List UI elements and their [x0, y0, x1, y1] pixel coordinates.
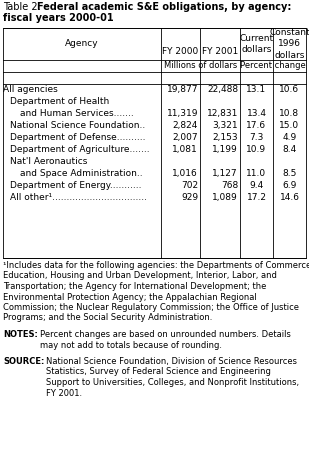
Text: 1,127: 1,127	[212, 169, 238, 178]
Text: Millions of dollars: Millions of dollars	[164, 61, 237, 70]
Text: Commission; the Nuclear Regulatory Commission; the Office of Justice: Commission; the Nuclear Regulatory Commi…	[3, 303, 299, 312]
Text: 8.5: 8.5	[282, 169, 297, 178]
Text: SOURCE:: SOURCE:	[3, 357, 44, 366]
Text: 11.0: 11.0	[247, 169, 267, 178]
Text: 14.6: 14.6	[280, 193, 299, 202]
Text: 1,081: 1,081	[172, 145, 198, 154]
Bar	[3, 28, 306, 258]
Text: Programs; and the Social Security Administration.: Programs; and the Social Security Admini…	[3, 313, 212, 322]
Text: Federal academic S&E obligations, by agency:: Federal academic S&E obligations, by age…	[37, 2, 291, 12]
Text: 6.9: 6.9	[282, 181, 297, 190]
Text: FY 2001.: FY 2001.	[46, 388, 82, 397]
Text: 11,319: 11,319	[167, 109, 198, 118]
Text: Percent changes are based on unrounded numbers. Details: Percent changes are based on unrounded n…	[40, 330, 291, 339]
Text: Education, Housing and Urban Development, Interior, Labor, and: Education, Housing and Urban Development…	[3, 271, 277, 280]
Text: 929: 929	[181, 193, 198, 202]
Text: Department of Defense..........: Department of Defense..........	[10, 133, 146, 142]
Text: Percent change: Percent change	[240, 61, 306, 70]
Text: 2,153: 2,153	[212, 133, 238, 142]
Text: National Science Foundation..: National Science Foundation..	[10, 121, 145, 130]
Text: 22,488: 22,488	[207, 85, 238, 94]
Text: 15.0: 15.0	[279, 121, 299, 130]
Text: Table 2.: Table 2.	[3, 2, 47, 12]
Text: Department of Energy...........: Department of Energy...........	[10, 181, 142, 190]
Text: NOTES:: NOTES:	[3, 330, 38, 339]
Text: National Science Foundation, Division of Science Resources: National Science Foundation, Division of…	[46, 357, 297, 366]
Text: 8.4: 8.4	[282, 145, 297, 154]
Text: ¹Includes data for the following agencies: the Departments of Commerce,: ¹Includes data for the following agencie…	[3, 261, 309, 270]
Text: 17.2: 17.2	[247, 193, 266, 202]
Text: may not add to totals because of rounding.: may not add to totals because of roundin…	[40, 340, 222, 349]
Text: Constant
1996
dollars: Constant 1996 dollars	[269, 28, 309, 59]
Text: 1,089: 1,089	[212, 193, 238, 202]
Text: and Human Services.......: and Human Services.......	[20, 109, 134, 118]
Text: 768: 768	[221, 181, 238, 190]
Text: 1,199: 1,199	[212, 145, 238, 154]
Text: and Space Administration..: and Space Administration..	[20, 169, 143, 178]
Text: 7.3: 7.3	[249, 133, 264, 142]
Text: All other¹.................................: All other¹..............................…	[10, 193, 147, 202]
Text: Current
dollars: Current dollars	[239, 34, 273, 54]
Text: 13.4: 13.4	[247, 109, 266, 118]
Text: 3,321: 3,321	[212, 121, 238, 130]
Text: 2,007: 2,007	[172, 133, 198, 142]
Text: 10.6: 10.6	[279, 85, 299, 94]
Text: 1,016: 1,016	[172, 169, 198, 178]
Text: Nat'l Aeronautics: Nat'l Aeronautics	[10, 157, 87, 166]
Text: All agencies: All agencies	[3, 85, 58, 94]
Text: 13.1: 13.1	[247, 85, 267, 94]
Text: 10.8: 10.8	[279, 109, 299, 118]
Text: 702: 702	[181, 181, 198, 190]
Text: FY 2000: FY 2000	[162, 47, 199, 56]
Text: 17.6: 17.6	[247, 121, 267, 130]
Text: 2,824: 2,824	[173, 121, 198, 130]
Text: Statistics, Survey of Federal Science and Engineering: Statistics, Survey of Federal Science an…	[46, 368, 271, 377]
Text: Support to Universities, Colleges, and Nonprofit Institutions,: Support to Universities, Colleges, and N…	[46, 378, 299, 387]
Text: 4.9: 4.9	[282, 133, 297, 142]
Text: Department of Health: Department of Health	[10, 97, 109, 106]
Text: 10.9: 10.9	[247, 145, 267, 154]
Text: 9.4: 9.4	[249, 181, 264, 190]
Text: Environmental Protection Agency; the Appalachian Regional: Environmental Protection Agency; the App…	[3, 293, 257, 302]
Text: Agency: Agency	[65, 40, 99, 49]
Text: 12,831: 12,831	[207, 109, 238, 118]
Text: Transportation; the Agency for International Development; the: Transportation; the Agency for Internati…	[3, 282, 266, 291]
Text: 19,877: 19,877	[167, 85, 198, 94]
Text: FY 2001: FY 2001	[202, 47, 238, 56]
Text: Department of Agriculture.......: Department of Agriculture.......	[10, 145, 150, 154]
Text: fiscal years 2000-01: fiscal years 2000-01	[3, 13, 114, 23]
